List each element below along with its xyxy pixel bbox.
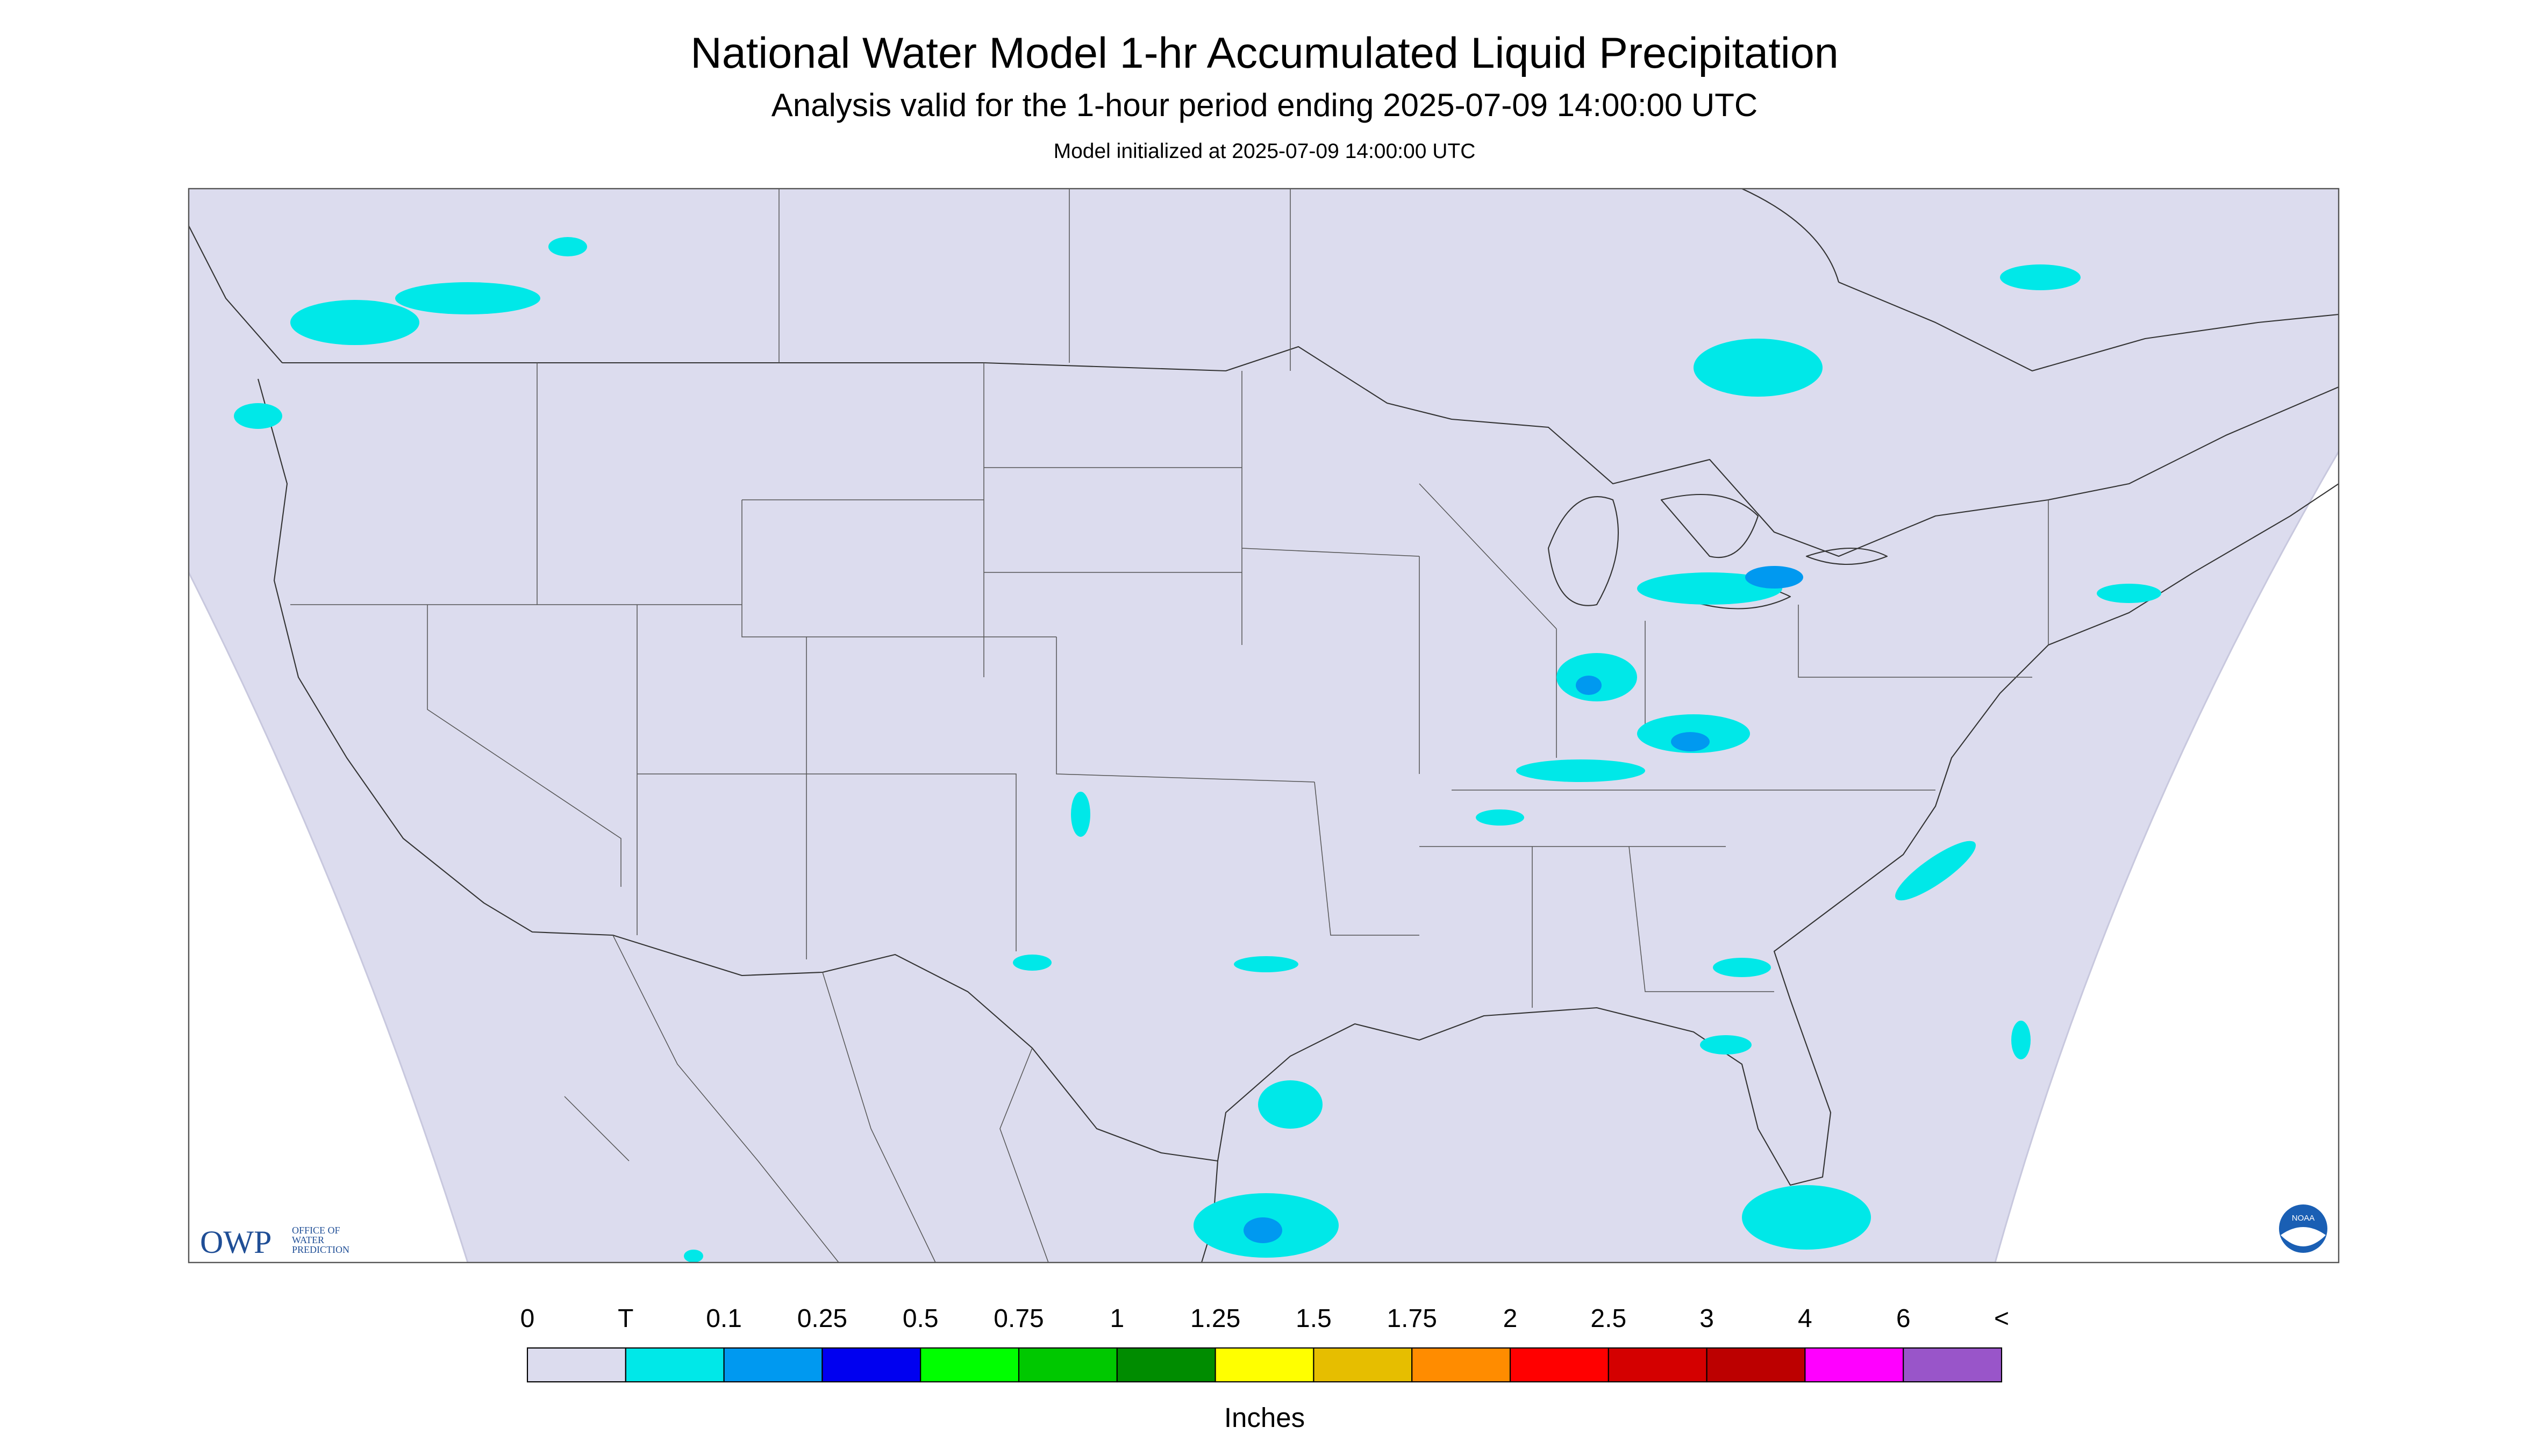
legend-swatch [1313,1347,1413,1383]
mexico-lines [564,935,1049,1263]
legend-label: 0.25 [797,1304,847,1333]
noaa-text: NOAA [2292,1214,2315,1223]
logo-line: WATER [292,1235,324,1245]
legend-swatch [625,1347,725,1383]
noaa-logo-wave [2281,1227,2326,1247]
title: National Water Model 1-hr Accumulated Li… [690,29,1839,77]
subtitle: Analysis valid for the 1-hour period end… [771,87,1758,123]
legend-swatch [1706,1347,1806,1383]
logo-owp: OWP [200,1224,272,1260]
legend-label: 0.5 [903,1304,939,1333]
legend-label: 1 [1110,1304,1124,1333]
precipitation [234,237,2161,1263]
legend-label: 1.75 [1387,1304,1437,1333]
outside-domain [1995,451,2339,1263]
map: OWP OFFICE OF WATER PREDICTION NOAA [188,188,2340,1264]
map-domain [189,189,2339,1263]
legend-swatch [821,1347,921,1383]
legend-swatch [1215,1347,1314,1383]
legend-label: 2.5 [1590,1304,1626,1333]
domain-edge [188,451,2340,1263]
legend-label: 1.5 [1296,1304,1332,1333]
legend-label: 0.75 [994,1304,1044,1333]
legend-units: Inches [1224,1402,1305,1433]
legend-swatch [1116,1347,1216,1383]
legend-label: 0.1 [706,1304,742,1333]
legend-swatch [1804,1347,1904,1383]
legend-label: T [618,1304,633,1333]
legend: 0 T 0.1 0.25 0.5 0.75 1 1.25 1.5 1.75 2 2.5 3 4 6 < [520,1304,2009,1383]
init-note: Model initialized at 2025-07-09 14:00:00… [1054,140,1476,163]
border [282,346,2339,557]
legend-label: 4 [1798,1304,1812,1333]
legend-swatch [1411,1347,1511,1383]
state-lines [290,189,2049,1008]
legend-label: 2 [1503,1304,1518,1333]
legend-swatch [1509,1347,1609,1383]
map-frame [188,188,2340,1264]
legend-swatch [1608,1347,1708,1383]
logo-line: OFFICE OF [292,1225,340,1236]
legend-swatch [1018,1347,1118,1383]
legend-swatch [723,1347,823,1383]
legend-label: < [1994,1304,2009,1333]
legend-swatch [920,1347,1020,1383]
logo-line: PREDICTION [292,1244,349,1255]
coastline [188,188,2339,372]
legend-swatch [526,1347,626,1383]
legend-label: 6 [1896,1304,1911,1333]
outside-domain [189,572,468,1263]
legend-label: 3 [1699,1304,1714,1333]
legend-swatch [1903,1347,2003,1383]
lakes [1547,493,1888,609]
legend-label: 0 [520,1304,535,1333]
legend-label: 1.25 [1190,1304,1240,1333]
